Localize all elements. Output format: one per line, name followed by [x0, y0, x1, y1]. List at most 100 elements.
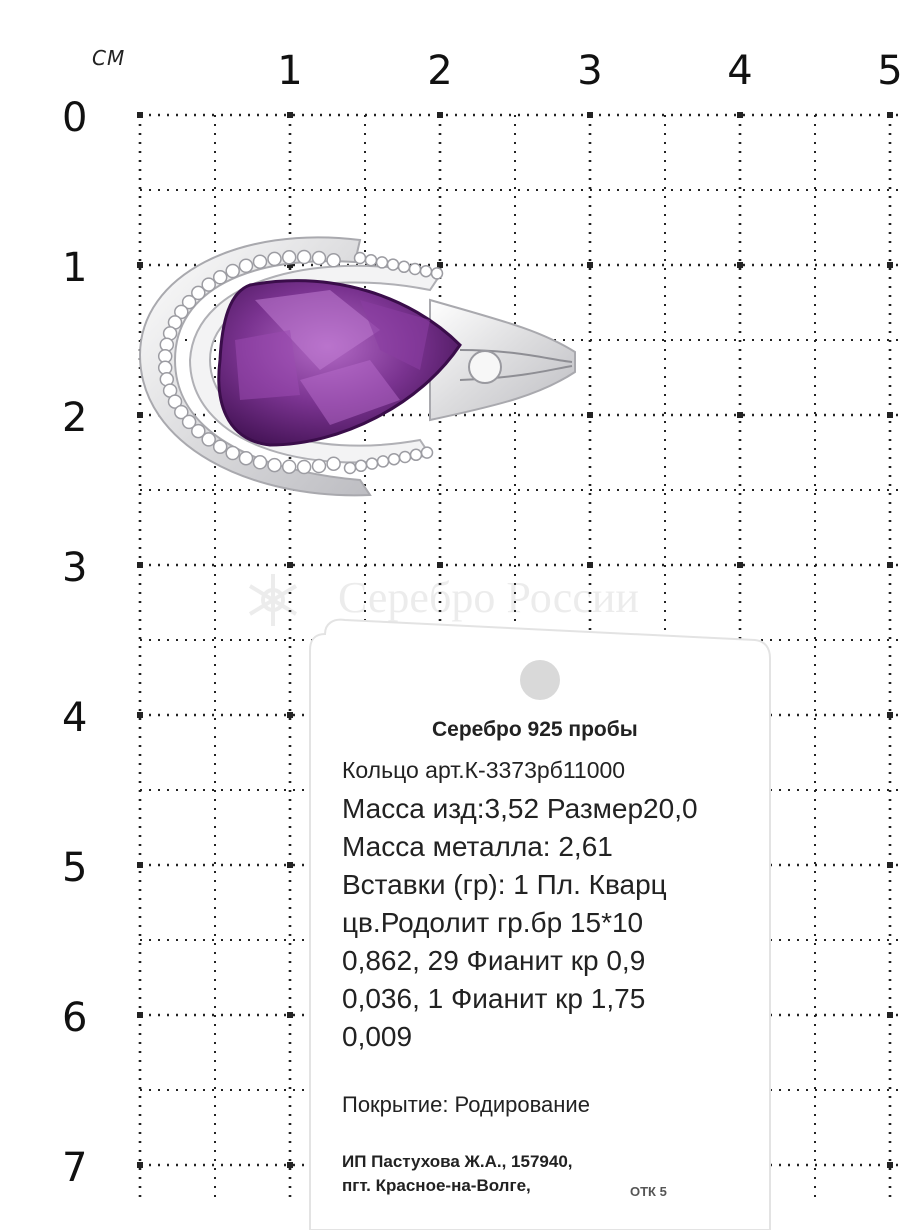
ruler-x-label: 4	[727, 48, 753, 94]
grid-major-dot	[587, 112, 593, 118]
tag-line-inserts: Вставки (гр): 1 Пл. Кварц	[342, 869, 667, 900]
grid-major-dot	[737, 112, 743, 118]
pave-stone	[174, 304, 189, 320]
pave-stone	[386, 258, 400, 271]
grid-major-dot	[287, 712, 293, 718]
product-tag	[309, 618, 771, 1230]
grid-major-dot	[287, 862, 293, 868]
pave-stone	[167, 394, 183, 409]
pave-stone	[252, 254, 268, 269]
ruler-y-label: 0	[62, 95, 88, 141]
grid-major-dot	[437, 112, 443, 118]
ruler-y-label: 3	[62, 545, 88, 591]
pave-stone	[430, 267, 444, 280]
grid-major-dot	[587, 562, 593, 568]
tag-line-mass: Масса изд:3,52 Размер20,0	[342, 793, 698, 824]
tag-line-cz-1: 0,862, 29 Фианит кр 0,9	[342, 945, 646, 976]
grid-major-dot	[887, 862, 893, 868]
grid-major-dot	[737, 562, 743, 568]
grid-major-dot	[137, 1162, 143, 1168]
pave-stone	[343, 461, 357, 475]
grid-major-dot	[137, 562, 143, 568]
pave-stone	[409, 448, 423, 462]
grid-major-dot	[137, 412, 143, 418]
pave-stone	[252, 455, 268, 470]
pave-stone	[408, 262, 422, 276]
pave-stone	[375, 256, 389, 269]
pave-stone	[201, 277, 216, 292]
ruler-y-label: 1	[62, 245, 88, 291]
ruler-y-label: 5	[62, 845, 88, 891]
grid-major-dot	[287, 112, 293, 118]
pave-stone	[281, 250, 297, 265]
pave-stone	[326, 456, 341, 471]
grid-major-dot	[287, 562, 293, 568]
pave-stone	[212, 270, 228, 285]
pave-stone	[225, 445, 240, 461]
pave-stone	[281, 459, 297, 474]
tag-hole	[520, 660, 560, 700]
grid-major-dot	[287, 1162, 293, 1168]
pave-stone	[212, 439, 228, 454]
grid-major-dot	[137, 262, 143, 268]
ruler-x-label: 1	[277, 48, 303, 94]
tag-line-cz-2: 0,036, 1 Фианит кр 1,75	[342, 983, 646, 1014]
pave-stone	[238, 258, 254, 274]
pave-stone	[311, 458, 327, 474]
grid-major-dot	[137, 1012, 143, 1018]
grid-major-dot	[887, 562, 893, 568]
pave-stone	[191, 285, 206, 301]
pave-stone	[326, 253, 341, 268]
pave-stone	[267, 251, 282, 267]
pave-stone	[296, 459, 312, 475]
pave-stone	[181, 414, 197, 430]
grid-major-dot	[587, 262, 593, 268]
grid-major-dot	[737, 412, 743, 418]
pave-stone	[419, 264, 433, 278]
tag-article: Кольцо арт.К-3373рб11000	[342, 757, 626, 783]
pave-stone	[267, 457, 282, 473]
grid-major-dot	[137, 862, 143, 868]
pave-stone	[311, 250, 327, 266]
grid-major-dot	[137, 712, 143, 718]
ruler-unit-label: СМ	[92, 46, 126, 70]
grid-major-dot	[437, 262, 443, 268]
ruler-x-label: 3	[577, 48, 603, 94]
grid-major-dot	[587, 412, 593, 418]
grid-major-dot	[287, 262, 293, 268]
grid-major-dot	[287, 1012, 293, 1018]
grid-major-dot	[437, 562, 443, 568]
tag-heading: Серебро 925 пробы	[432, 718, 638, 741]
pave-stone	[174, 404, 189, 420]
pave-stone	[365, 457, 379, 470]
brand-watermark: Серебро России	[238, 570, 668, 630]
pave-stones	[157, 249, 444, 475]
pave-stone	[387, 452, 401, 466]
pave-stone	[354, 459, 368, 473]
pave-stone	[397, 260, 411, 274]
tag-line-weight: 0,009	[342, 1021, 413, 1052]
ruler-x-label: 5	[877, 48, 900, 94]
pave-stone	[420, 446, 434, 459]
grid-major-dot	[137, 112, 143, 118]
pave-stone	[191, 423, 206, 439]
grid-major-dot	[737, 262, 743, 268]
ruler-x-label: 2	[427, 48, 453, 94]
ruler-y-label: 7	[62, 1145, 88, 1191]
tag-coating: Покрытие: Родирование	[342, 1092, 590, 1117]
grid-major-dot	[887, 412, 893, 418]
tag-maker-suffix: ОТК 5	[630, 1184, 667, 1199]
tag-maker-line1: ИП Пастухова Ж.А., 157940,	[342, 1152, 573, 1171]
pave-stone	[201, 432, 216, 447]
pave-stone	[225, 263, 240, 279]
tag-line-stone-color: цв.Родолит гр.бр 15*10	[342, 907, 644, 938]
pave-stone	[364, 253, 378, 267]
grid-major-dot	[887, 112, 893, 118]
tag-maker-line2: пгт. Красное-на-Волге,	[342, 1176, 531, 1195]
tag-line-metal-mass: Масса металла: 2,61	[342, 831, 613, 862]
pave-stone	[238, 450, 254, 466]
ruler-y-label: 6	[62, 995, 88, 1041]
ruler-y-label: 4	[62, 695, 88, 741]
pave-stone	[296, 249, 312, 265]
small-cz-stone	[468, 350, 502, 384]
